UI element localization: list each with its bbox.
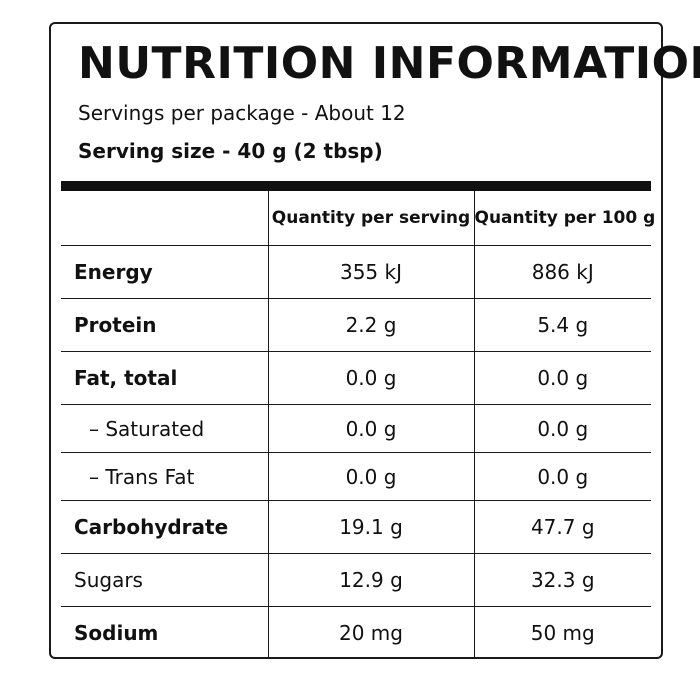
value-per-serving: 19.1 g [267, 500, 474, 554]
nutrient-name: – Trans Fat [61, 452, 268, 501]
table-row: – Trans Fat 0.0 g 0.0 g [61, 452, 651, 501]
value-per-100g: 0.0 g [473, 404, 651, 453]
value-per-serving: 12.9 g [267, 553, 474, 607]
value-per-serving: 0.0 g [267, 452, 474, 501]
panel-title: NUTRITION INFORMATION [78, 38, 700, 89]
header-blank [61, 191, 268, 246]
header-per-100g: Quantity per 100 g [473, 191, 655, 246]
servings-per-package: Servings per package - About 12 [78, 101, 406, 125]
value-per-100g: 0.0 g [473, 452, 651, 501]
header-per-serving: Quantity per serving [267, 191, 474, 246]
value-per-serving: 355 kJ [267, 245, 474, 299]
nutrient-name: Energy [61, 245, 268, 299]
value-per-100g: 32.3 g [473, 553, 651, 607]
table-row: Sugars 12.9 g 32.3 g [61, 553, 651, 607]
nutrient-name: Sugars [61, 553, 268, 607]
serving-size: Serving size - 40 g (2 tbsp) [78, 139, 383, 163]
table-row: Fat, total 0.0 g 0.0 g [61, 351, 651, 405]
value-per-100g: 5.4 g [473, 298, 651, 352]
table-row: Sodium 20 mg 50 mg [61, 606, 651, 659]
nutrient-name: – Saturated [61, 404, 268, 453]
value-per-serving: 2.2 g [267, 298, 474, 352]
table-row: Energy 355 kJ 886 kJ [61, 245, 651, 299]
value-per-100g: 47.7 g [473, 500, 651, 554]
nutrient-name: Fat, total [61, 351, 268, 405]
value-per-serving: 20 mg [267, 606, 474, 659]
value-per-100g: 0.0 g [473, 351, 651, 405]
nutrition-panel: NUTRITION INFORMATION Servings per packa… [49, 22, 700, 659]
value-per-serving: 0.0 g [267, 404, 474, 453]
nutrient-name: Protein [61, 298, 268, 352]
nutrition-table: Quantity per serving Quantity per 100 g … [61, 191, 655, 659]
nutrient-name: Carbohydrate [61, 500, 268, 554]
value-per-serving: 0.0 g [267, 351, 474, 405]
value-per-100g: 50 mg [473, 606, 651, 659]
header-divider [61, 181, 651, 191]
table-row: Protein 2.2 g 5.4 g [61, 298, 651, 352]
value-per-100g: 886 kJ [473, 245, 651, 299]
nutrient-name: Sodium [74, 621, 159, 645]
table-row: – Saturated 0.0 g 0.0 g [61, 404, 651, 453]
table-row: Carbohydrate 19.1 g 47.7 g [61, 500, 651, 554]
table-header-row: Quantity per serving Quantity per 100 g [61, 191, 655, 246]
